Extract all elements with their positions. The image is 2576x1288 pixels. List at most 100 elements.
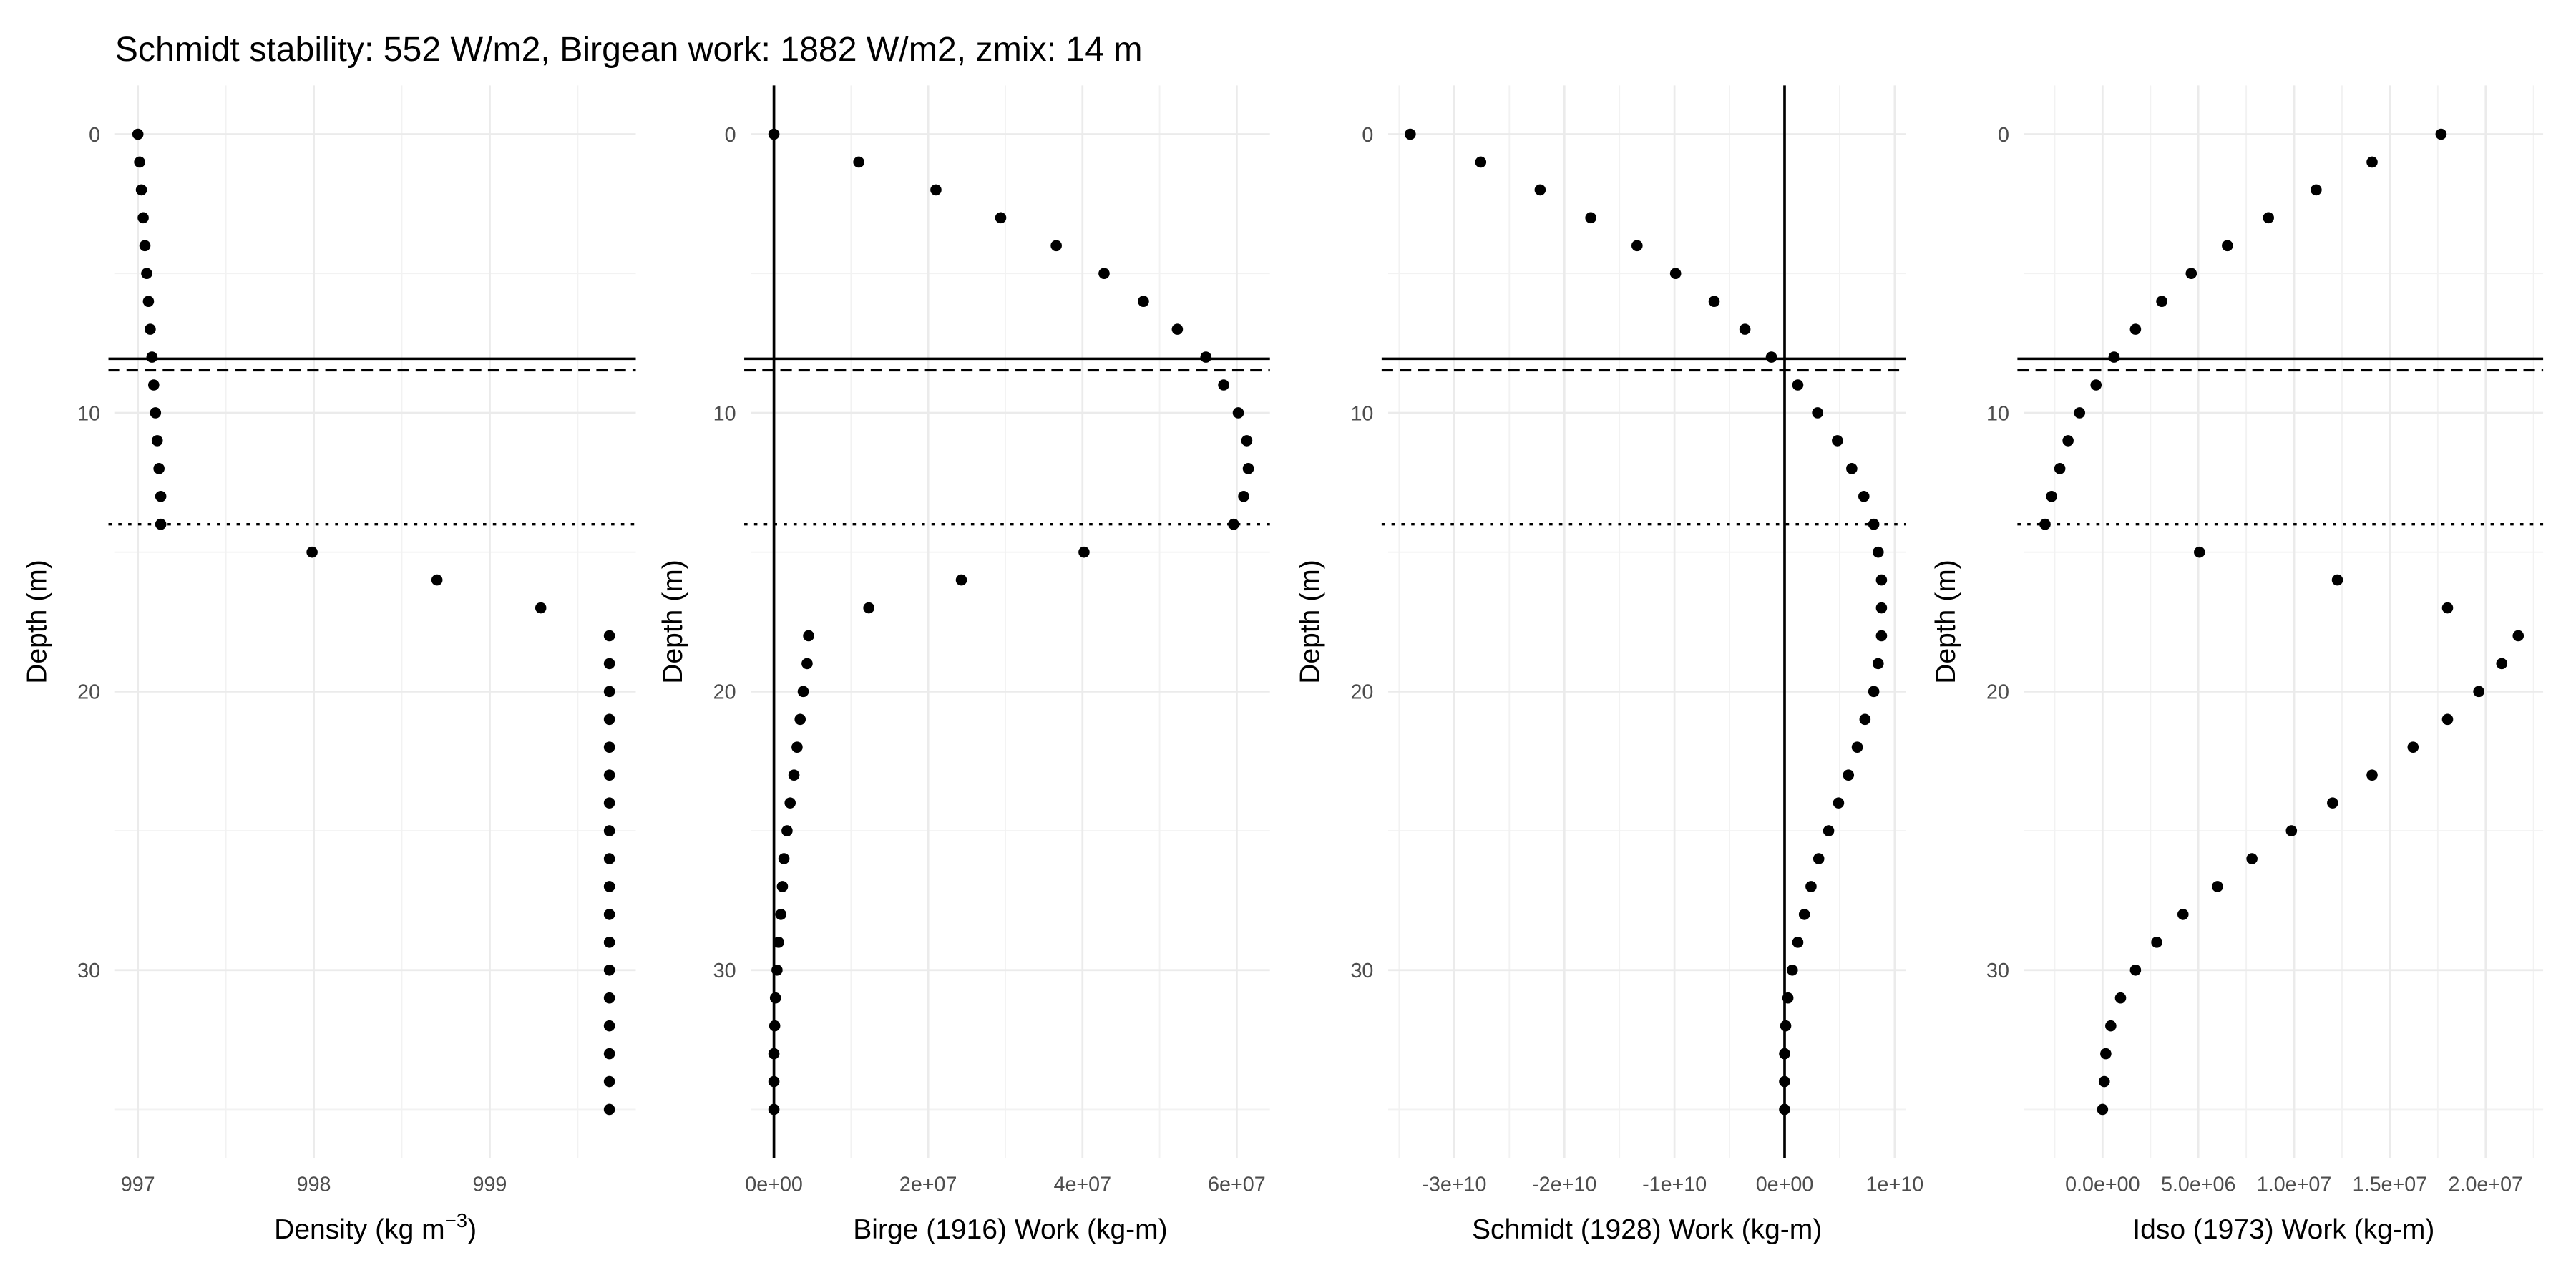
point — [1669, 268, 1682, 280]
point — [778, 853, 790, 864]
point — [2156, 296, 2167, 307]
point — [2100, 1048, 2112, 1060]
point — [1765, 351, 1777, 363]
point — [1875, 630, 1888, 642]
y-tick-label: 10 — [713, 402, 736, 425]
point — [1405, 128, 1416, 140]
point — [603, 630, 615, 642]
x-axis-label: Density (kg m−3) — [274, 1209, 477, 1245]
point — [2222, 240, 2233, 252]
point — [148, 379, 160, 391]
point — [2151, 937, 2162, 948]
point — [1475, 156, 1487, 168]
point — [603, 853, 615, 864]
point — [1779, 1075, 1790, 1088]
y-tick-label: 0 — [1362, 124, 1373, 147]
point — [145, 323, 156, 335]
point — [139, 240, 151, 252]
y-tick-label: 0 — [725, 124, 736, 147]
point — [2054, 463, 2066, 474]
point — [768, 1103, 780, 1116]
point — [2108, 351, 2120, 363]
point — [1868, 686, 1880, 698]
point — [955, 574, 967, 586]
point — [155, 490, 167, 502]
x-axis-label: Birge (1916) Work (kg-m) — [853, 1214, 1167, 1245]
y-tick-label: 30 — [1986, 960, 2009, 982]
point — [768, 1075, 780, 1088]
point — [1200, 351, 1212, 363]
x-tick-label: 999 — [473, 1174, 507, 1196]
x-axis-label-text: Density (kg m — [274, 1214, 444, 1245]
y-tick-label: 20 — [713, 681, 736, 704]
point — [603, 1048, 615, 1060]
point — [603, 686, 615, 698]
x-tick-label: 2e+07 — [899, 1174, 957, 1196]
point — [1872, 546, 1884, 558]
point — [431, 574, 443, 586]
point — [781, 825, 793, 836]
point — [2193, 546, 2205, 558]
point — [2473, 686, 2484, 698]
point — [771, 964, 783, 976]
point — [1875, 574, 1888, 586]
point — [773, 937, 784, 948]
point — [603, 909, 615, 920]
point — [769, 1020, 781, 1032]
point — [1813, 853, 1825, 864]
point — [1779, 1048, 1790, 1060]
point — [776, 881, 789, 892]
y-tick-label: 0 — [89, 124, 100, 147]
x-tick-label: 6e+07 — [1208, 1174, 1266, 1196]
point — [155, 518, 167, 530]
point — [1708, 296, 1720, 307]
point — [2331, 574, 2343, 586]
x-tick-label: 5.0e+06 — [2161, 1174, 2236, 1196]
point — [2366, 156, 2378, 168]
x-axis-label-text: ) — [467, 1214, 477, 1245]
point — [1872, 658, 1884, 670]
point — [603, 1020, 615, 1032]
point — [2097, 1103, 2109, 1116]
point — [995, 212, 1007, 224]
point — [1779, 1103, 1790, 1116]
point — [1875, 602, 1888, 614]
point — [137, 212, 149, 224]
point — [2062, 435, 2074, 447]
panel: 0 10 20 30 0.0e+00 5.0e+06 1.0e+07 1.5e+07 2.0e+… — [1931, 85, 2544, 1245]
point — [2441, 602, 2454, 614]
point — [1851, 741, 1863, 753]
point — [853, 156, 864, 168]
point — [930, 184, 942, 196]
point — [603, 992, 615, 1004]
x-tick-label: 998 — [297, 1174, 331, 1196]
x-tick-label: 1e+10 — [1866, 1174, 1924, 1196]
point — [603, 658, 615, 670]
point — [1171, 323, 1184, 335]
y-tick-label: 20 — [1986, 681, 2009, 704]
point — [1858, 490, 1870, 502]
point — [1812, 407, 1823, 419]
x-tick-label: 4e+07 — [1053, 1174, 1111, 1196]
x-tick-label: 1.0e+07 — [2257, 1174, 2331, 1196]
point — [2212, 881, 2223, 892]
point — [2496, 658, 2508, 670]
y-axis-label: Depth (m) — [1295, 560, 1326, 683]
chart-title: Schmidt stability: 552 W/m2, Birgean wor… — [115, 30, 1143, 69]
x-axis-label: Schmidt (1928) Work (kg-m) — [1472, 1214, 1822, 1245]
point — [1739, 323, 1751, 335]
point — [1631, 240, 1643, 252]
point — [2177, 909, 2189, 920]
x-axis-label-superscript: −3 — [445, 1209, 467, 1231]
point — [603, 713, 615, 726]
point — [151, 435, 163, 447]
point — [1798, 909, 1810, 920]
panel: 0 10 20 30 -3e+10 -2e+10 -1e+10 0e+00 1e+10 Schmi… — [1295, 85, 1924, 1245]
y-axis-label: Depth (m) — [1931, 560, 1961, 683]
point — [775, 909, 787, 920]
point — [1050, 240, 1062, 252]
y-tick-label: 10 — [1986, 402, 2009, 425]
point — [150, 407, 162, 419]
point — [134, 156, 145, 168]
